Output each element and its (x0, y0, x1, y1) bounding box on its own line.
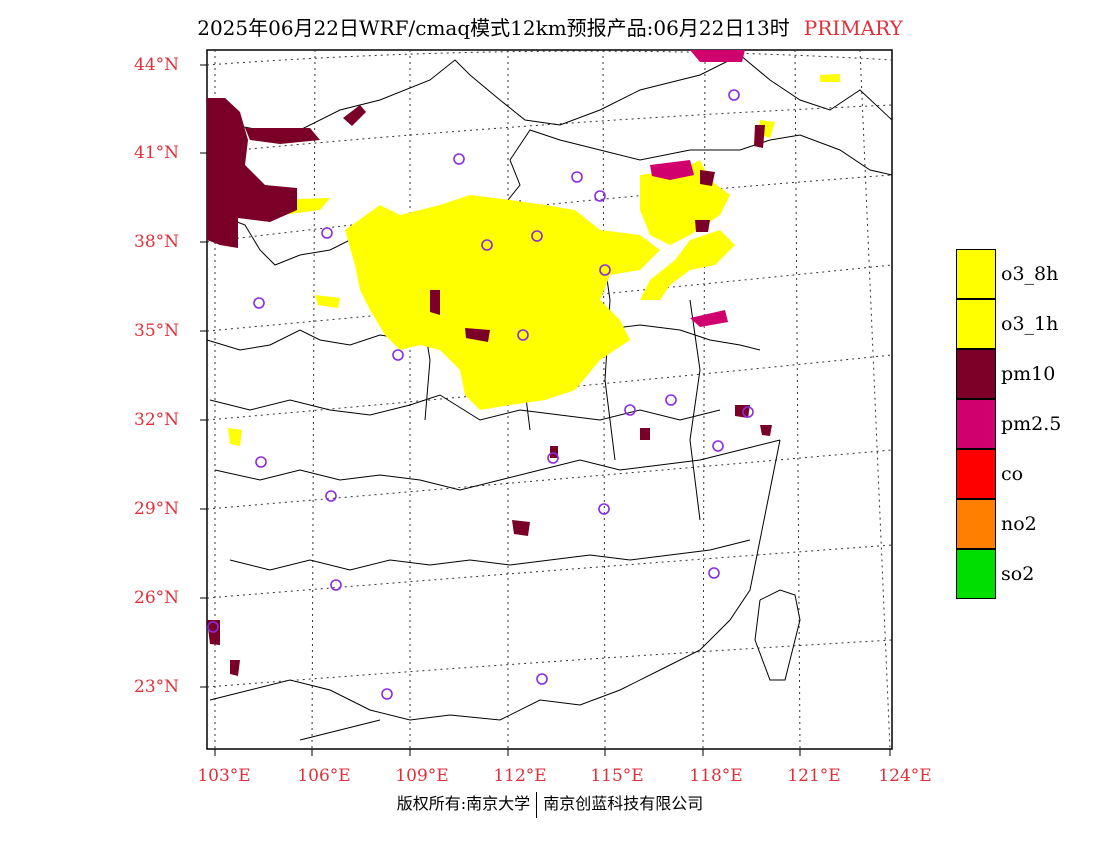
legend-swatch (956, 449, 996, 499)
legend-swatch (956, 499, 996, 549)
pm25-regions (650, 50, 745, 327)
station-markers (207, 89, 754, 700)
footer-left: 版权所有:南京大学 (396, 794, 531, 813)
lat-label-44: 44°N (134, 55, 180, 75)
lat-label-35: 35°N (134, 321, 180, 341)
legend-swatch (956, 249, 996, 299)
lat-label-26: 26°N (134, 588, 180, 608)
footer-right: 南京创蓝科技有限公司 (543, 794, 704, 813)
legend-label: so2 (1001, 563, 1035, 585)
axis-ticks (200, 64, 891, 756)
lon-label-115: 115°E (590, 766, 644, 786)
copyright-footer: 版权所有:南京大学 南京创蓝科技有限公司 (0, 790, 1100, 818)
lon-label-121: 121°E (787, 766, 841, 786)
lon-label-109: 109°E (395, 766, 449, 786)
legend-label: o3_8h (1001, 263, 1059, 285)
lon-label-103: 103°E (197, 766, 251, 786)
legend-swatch (956, 299, 996, 349)
legend-swatch (956, 349, 996, 399)
legend-swatch (956, 399, 996, 449)
title-text: 2025年06月22日WRF/cmaq模式12km预报产品:06月22日13时 (197, 16, 790, 40)
pm10-regions (207, 98, 772, 676)
lon-label-112: 112°E (493, 766, 547, 786)
lat-label-23: 23°N (134, 677, 180, 697)
lon-label-118: 118°E (689, 766, 743, 786)
lat-label-38: 38°N (134, 232, 180, 252)
legend-label: pm10 (1001, 363, 1056, 385)
legend-label: no2 (1001, 513, 1037, 535)
legend-label: pm2.5 (1001, 413, 1062, 435)
lat-label-41: 41°N (134, 143, 180, 163)
map-frame (206, 49, 893, 750)
legend-label: o3_1h (1001, 313, 1059, 335)
lat-label-29: 29°N (134, 499, 180, 519)
footer-separator (536, 791, 538, 818)
primary-label: PRIMARY (803, 16, 903, 40)
legend-swatch (956, 549, 996, 599)
lon-label-106: 106°E (297, 766, 351, 786)
lat-label-32: 32°N (134, 410, 180, 430)
legend-label: co (1001, 463, 1024, 485)
map-title: 2025年06月22日WRF/cmaq模式12km预报产品:06月22日13时 P… (0, 12, 1100, 41)
lon-label-124: 124°E (878, 766, 932, 786)
